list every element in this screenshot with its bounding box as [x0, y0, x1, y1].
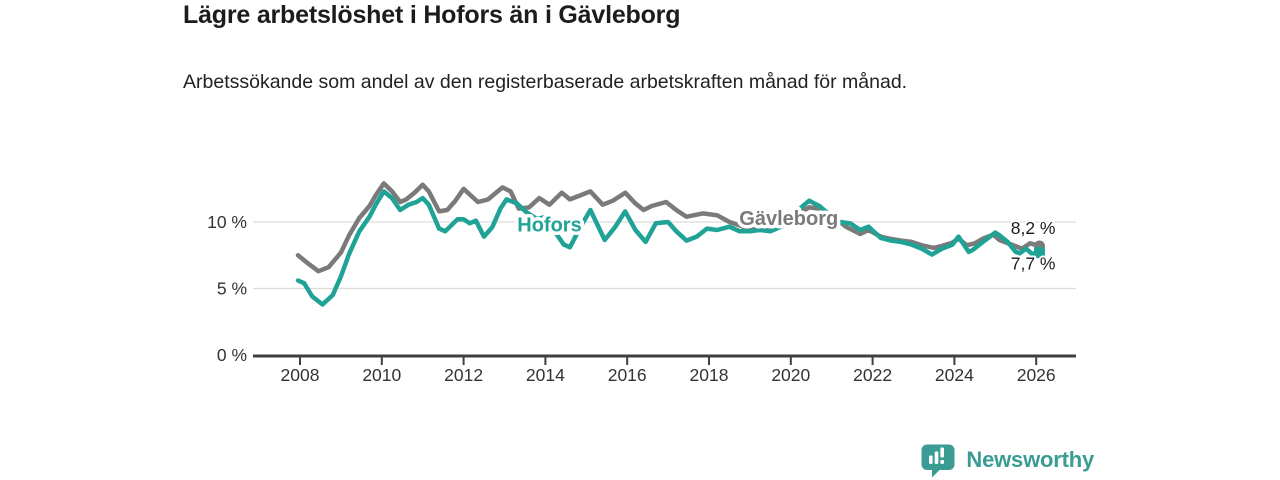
page-title: Lägre arbetslöshet i Hofors än i Gävlebo…	[183, 1, 681, 29]
y-tick-label-5: 5 %	[217, 279, 247, 299]
series-label-gävleborg: Gävleborg	[739, 208, 838, 230]
x-tick-label-2026: 2026	[1017, 365, 1056, 385]
chart-subtitle: Arbetssökande som andel av den registerb…	[183, 71, 908, 93]
end-value-label-gävleborg: 8,2 %	[1011, 218, 1056, 238]
x-tick-label-2010: 2010	[362, 365, 401, 385]
x-tick-label-2020: 2020	[771, 365, 810, 385]
brand-footer: Newsworthy	[920, 442, 1094, 478]
x-tick-label-2024: 2024	[935, 365, 974, 385]
x-tick-label-2012: 2012	[444, 365, 483, 385]
x-tick-label-2018: 2018	[690, 365, 729, 385]
x-tick-label-2008: 2008	[281, 365, 320, 385]
x-tick-label-2016: 2016	[608, 365, 647, 385]
end-marker-hofors	[1033, 247, 1045, 259]
series-label-hofors: Hofors	[517, 215, 581, 237]
y-tick-label-0: 0 %	[217, 345, 247, 365]
x-tick-label-2014: 2014	[526, 365, 565, 385]
y-tick-label-10: 10 %	[207, 212, 247, 232]
newsworthy-logo-icon	[921, 444, 955, 478]
x-tick-label-2022: 2022	[853, 365, 892, 385]
series-line-gävleborg	[295, 181, 1042, 274]
end-value-label-hofors: 7,7 %	[1011, 254, 1056, 274]
brand-name: Newsworthy	[966, 447, 1094, 472]
series-line-hofors	[295, 189, 1042, 307]
